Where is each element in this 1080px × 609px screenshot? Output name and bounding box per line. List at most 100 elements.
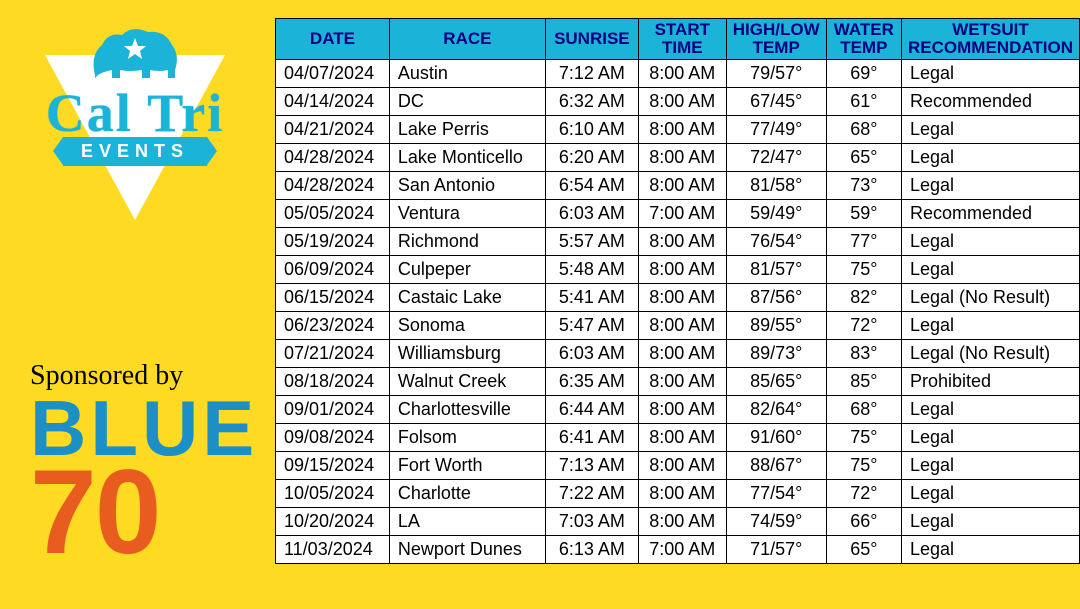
table-cell: 65° [826,535,901,563]
table-row: 09/01/2024Charlottesville6:44 AM8:00 AM8… [276,395,1080,423]
table-cell: Ventura [389,199,545,227]
table-cell: 77/49° [726,115,826,143]
col-header: SUNRISE [545,19,638,60]
table-cell: 85° [826,367,901,395]
table-row: 11/03/2024Newport Dunes6:13 AM7:00 AM71/… [276,535,1080,563]
table-cell: Richmond [389,227,545,255]
table-cell: 6:03 AM [545,199,638,227]
table-cell: Legal [902,227,1080,255]
table-cell: Legal [902,423,1080,451]
table-row: 09/08/2024Folsom6:41 AM8:00 AM91/60°75°L… [276,423,1080,451]
table-cell: Legal [902,395,1080,423]
table-row: 05/19/2024Richmond5:57 AM8:00 AM76/54°77… [276,227,1080,255]
col-header: WATERTEMP [826,19,901,60]
table-cell: 74/59° [726,507,826,535]
table-cell: 68° [826,115,901,143]
col-header: DATE [276,19,390,60]
table-cell: Legal [902,535,1080,563]
table-row: 04/21/2024Lake Perris6:10 AM8:00 AM77/49… [276,115,1080,143]
sponsor-line2: 70 [30,461,258,563]
table-cell: 75° [826,423,901,451]
table-cell: Folsom [389,423,545,451]
table-cell: LA [389,507,545,535]
table-cell: 75° [826,255,901,283]
table-cell: 04/28/2024 [276,143,390,171]
table-row: 09/15/2024Fort Worth7:13 AM8:00 AM88/67°… [276,451,1080,479]
table-cell: 05/19/2024 [276,227,390,255]
table-cell: Legal (No Result) [902,283,1080,311]
table-cell: 85/65° [726,367,826,395]
table-cell: 65° [826,143,901,171]
table-cell: 6:20 AM [545,143,638,171]
table-cell: 82° [826,283,901,311]
table-cell: 83° [826,339,901,367]
table-cell: 6:03 AM [545,339,638,367]
table-cell: 04/14/2024 [276,87,390,115]
table-row: 08/18/2024Walnut Creek6:35 AM8:00 AM85/6… [276,367,1080,395]
table-cell: 7:22 AM [545,479,638,507]
col-header: STARTTIME [638,19,726,60]
table-cell: 61° [826,87,901,115]
table-row: 10/05/2024Charlotte7:22 AM8:00 AM77/54°7… [276,479,1080,507]
table-cell: Legal [902,507,1080,535]
table-cell: 5:47 AM [545,311,638,339]
table-cell: 5:57 AM [545,227,638,255]
table-cell: 8:00 AM [638,143,726,171]
table-cell: 6:13 AM [545,535,638,563]
table-cell: 06/23/2024 [276,311,390,339]
table-cell: Recommended [902,87,1080,115]
table-cell: 09/08/2024 [276,423,390,451]
table-cell: 8:00 AM [638,87,726,115]
table-cell: Recommended [902,199,1080,227]
table-cell: Legal [902,479,1080,507]
table-cell: 67/45° [726,87,826,115]
left-panel: Cal Tri EVENTS Sponsored by BLUE 70 [0,0,270,609]
sponsor-logo: BLUE 70 [30,395,258,563]
table-cell: 81/57° [726,255,826,283]
table-cell: Legal [902,451,1080,479]
table-cell: 73° [826,171,901,199]
table-cell: Newport Dunes [389,535,545,563]
table-cell: Austin [389,59,545,87]
table-cell: 8:00 AM [638,283,726,311]
table-cell: 82/64° [726,395,826,423]
table-cell: 69° [826,59,901,87]
table-row: 04/28/2024Lake Monticello6:20 AM8:00 AM7… [276,143,1080,171]
logo-brand-text: Cal Tri [30,82,240,144]
table-cell: Culpeper [389,255,545,283]
table-cell: Fort Worth [389,451,545,479]
table-cell: 8:00 AM [638,395,726,423]
table-cell: 6:35 AM [545,367,638,395]
table-cell: 91/60° [726,423,826,451]
table-cell: 6:32 AM [545,87,638,115]
table-cell: Charlottesville [389,395,545,423]
table-cell: 81/58° [726,171,826,199]
table-cell: 72° [826,311,901,339]
table-cell: 79/57° [726,59,826,87]
table-cell: 87/56° [726,283,826,311]
bear-icon [30,20,240,90]
table-cell: 08/18/2024 [276,367,390,395]
table-cell: 11/03/2024 [276,535,390,563]
table-row: 04/14/2024DC6:32 AM8:00 AM67/45°61°Recom… [276,87,1080,115]
table-cell: 71/57° [726,535,826,563]
table-cell: 8:00 AM [638,423,726,451]
table-row: 04/07/2024Austin7:12 AM8:00 AM79/57°69°L… [276,59,1080,87]
table-cell: 72/47° [726,143,826,171]
table-cell: 6:41 AM [545,423,638,451]
table-cell: DC [389,87,545,115]
table-cell: 8:00 AM [638,479,726,507]
table-cell: 6:10 AM [545,115,638,143]
table-cell: 89/55° [726,311,826,339]
table-cell: 59/49° [726,199,826,227]
table-cell: 04/28/2024 [276,171,390,199]
table-cell: 8:00 AM [638,339,726,367]
table-cell: 77° [826,227,901,255]
table-cell: Legal [902,311,1080,339]
table-cell: 75° [826,451,901,479]
table-cell: 76/54° [726,227,826,255]
table-cell: Charlotte [389,479,545,507]
col-header: RACE [389,19,545,60]
table-cell: 06/15/2024 [276,283,390,311]
table-cell: Walnut Creek [389,367,545,395]
